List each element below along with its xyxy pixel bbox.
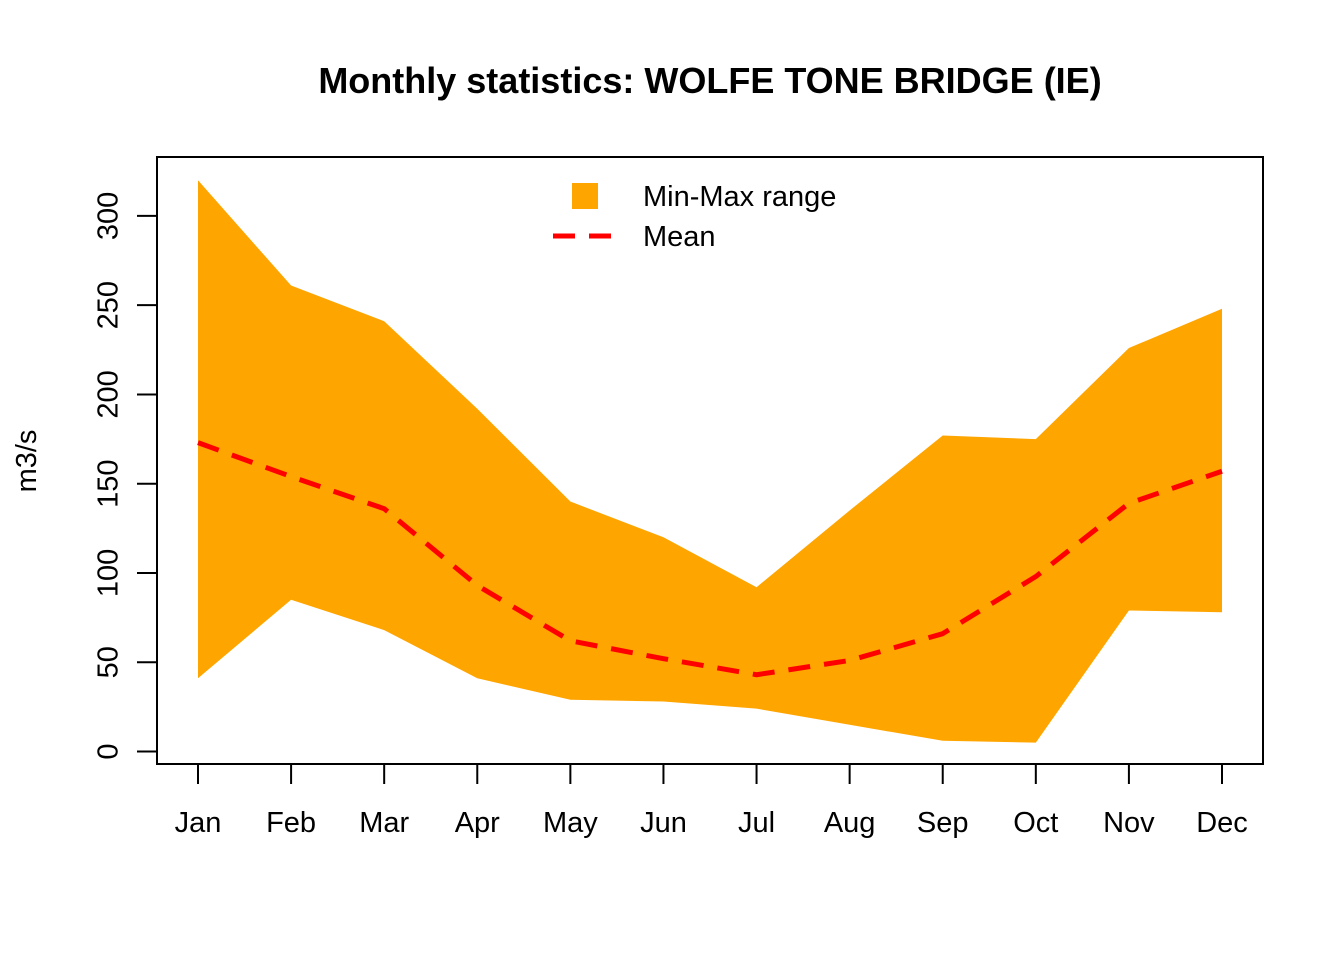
x-tick-label-mar: Mar — [359, 807, 409, 839]
x-axis: Jan Feb Mar Apr May Jun Jul Aug Sep Oct Nov Dec — [175, 764, 1248, 839]
x-tick-label-jun: Jun — [640, 807, 687, 839]
x-tick-label-nov: Nov — [1103, 807, 1155, 839]
y-tick-label-100: 100 — [93, 549, 125, 597]
legend: Min-Max range Mean — [553, 181, 836, 253]
legend-label-min-max: Min-Max range — [643, 181, 836, 213]
legend-label-mean: Mean — [643, 221, 716, 253]
y-axis-label: m3/s — [11, 430, 43, 493]
chart-title: Monthly statistics: WOLFE TONE BRIDGE (I… — [318, 60, 1101, 101]
y-tick-label-50: 50 — [93, 646, 125, 678]
x-tick-label-jan: Jan — [175, 807, 222, 839]
min-max-range-band — [198, 180, 1222, 742]
x-tick-label-dec: Dec — [1196, 807, 1248, 839]
y-tick-label-300: 300 — [93, 192, 125, 240]
x-tick-label-oct: Oct — [1013, 807, 1058, 839]
y-tick-label-200: 200 — [93, 370, 125, 418]
x-tick-label-jul: Jul — [738, 807, 775, 839]
x-tick-label-feb: Feb — [266, 807, 316, 839]
y-tick-label-150: 150 — [93, 460, 125, 508]
plot-area — [198, 180, 1222, 742]
x-tick-label-aug: Aug — [824, 807, 876, 839]
x-tick-label-apr: Apr — [455, 807, 500, 839]
y-tick-label-0: 0 — [93, 743, 125, 759]
x-tick-label-may: May — [543, 807, 598, 839]
y-tick-label-250: 250 — [93, 281, 125, 329]
x-tick-label-sep: Sep — [917, 807, 969, 839]
legend-swatch-min-max — [572, 183, 598, 209]
y-axis: 0 50 100 150 200 250 300 — [93, 192, 157, 760]
